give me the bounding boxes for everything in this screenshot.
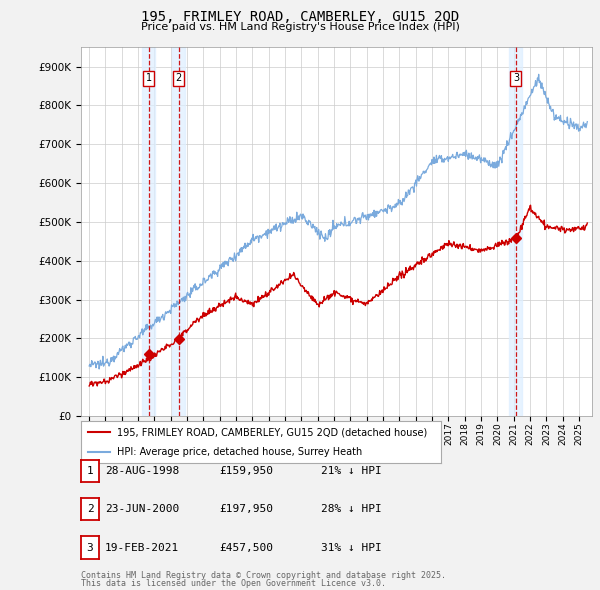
Text: 1: 1 bbox=[146, 73, 152, 83]
Bar bbox=[142, 47, 155, 416]
Bar bbox=[172, 47, 185, 416]
Text: 28% ↓ HPI: 28% ↓ HPI bbox=[321, 504, 382, 514]
Text: 195, FRIMLEY ROAD, CAMBERLEY, GU15 2QD (detached house): 195, FRIMLEY ROAD, CAMBERLEY, GU15 2QD (… bbox=[117, 427, 427, 437]
Bar bbox=[509, 47, 523, 416]
Text: 3: 3 bbox=[86, 543, 94, 552]
Text: £457,500: £457,500 bbox=[219, 543, 273, 552]
Text: 23-JUN-2000: 23-JUN-2000 bbox=[105, 504, 179, 514]
Text: £159,950: £159,950 bbox=[219, 466, 273, 476]
Text: 3: 3 bbox=[513, 73, 519, 83]
Text: 2: 2 bbox=[175, 73, 182, 83]
Text: 2: 2 bbox=[86, 504, 94, 514]
Text: Price paid vs. HM Land Registry's House Price Index (HPI): Price paid vs. HM Land Registry's House … bbox=[140, 22, 460, 32]
Text: £197,950: £197,950 bbox=[219, 504, 273, 514]
Text: This data is licensed under the Open Government Licence v3.0.: This data is licensed under the Open Gov… bbox=[81, 579, 386, 588]
Text: 19-FEB-2021: 19-FEB-2021 bbox=[105, 543, 179, 552]
Text: Contains HM Land Registry data © Crown copyright and database right 2025.: Contains HM Land Registry data © Crown c… bbox=[81, 571, 446, 580]
Text: 31% ↓ HPI: 31% ↓ HPI bbox=[321, 543, 382, 552]
Text: 1: 1 bbox=[86, 466, 94, 476]
Text: 28-AUG-1998: 28-AUG-1998 bbox=[105, 466, 179, 476]
Text: 21% ↓ HPI: 21% ↓ HPI bbox=[321, 466, 382, 476]
Text: HPI: Average price, detached house, Surrey Heath: HPI: Average price, detached house, Surr… bbox=[117, 447, 362, 457]
Text: 195, FRIMLEY ROAD, CAMBERLEY, GU15 2QD: 195, FRIMLEY ROAD, CAMBERLEY, GU15 2QD bbox=[141, 10, 459, 24]
